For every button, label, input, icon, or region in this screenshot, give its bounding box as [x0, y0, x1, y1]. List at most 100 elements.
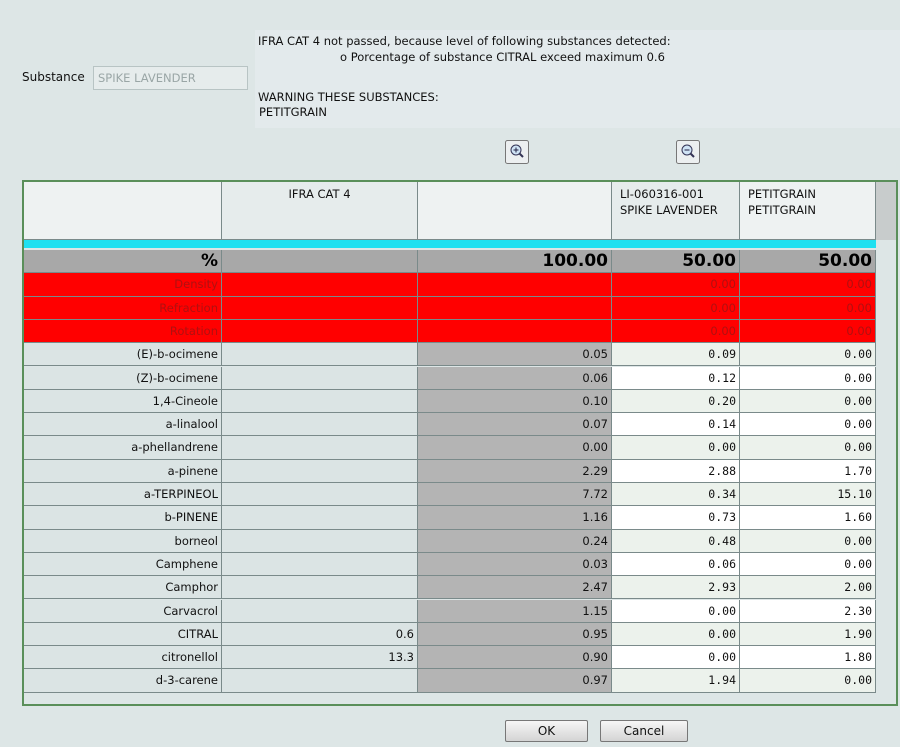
total-name: %: [24, 250, 222, 274]
row-name: (Z)-b-ocimene: [24, 366, 222, 390]
property-cell: [418, 296, 612, 320]
row-cell: [222, 413, 418, 437]
ok-button[interactable]: OK: [505, 720, 588, 742]
header-line: SPIKE LAVENDER: [620, 203, 718, 217]
row-cell: 2.29: [418, 459, 612, 483]
row-cell: 1.94: [612, 669, 740, 693]
row-name: b-PINENE: [24, 506, 222, 530]
row-cell: 2.93: [612, 576, 740, 600]
message-panel: IFRA CAT 4 not passed, because level of …: [255, 30, 900, 128]
row-cell: 2.88: [612, 459, 740, 483]
property-name: Density: [24, 273, 222, 297]
row-cell: 0.00: [612, 436, 740, 460]
header-line: IFRA CAT 4: [288, 187, 351, 201]
row-cell: [222, 552, 418, 577]
row-cell: 2.30: [740, 599, 876, 623]
row-cell: 0.07: [418, 413, 612, 437]
property-cell: 0.00: [740, 296, 876, 320]
row-cell: [222, 459, 418, 483]
row-cell: 0.09: [612, 343, 740, 367]
row-name: Camphor: [24, 576, 222, 600]
row-cell: 0.00: [740, 552, 876, 577]
row-cell: 1.70: [740, 459, 876, 483]
row-cell: 0.34: [612, 483, 740, 507]
row-cell: 0.00: [740, 529, 876, 553]
row-cell: [222, 576, 418, 600]
row-cell: [222, 366, 418, 390]
row-cell: 1.15: [418, 599, 612, 623]
substance-table: IFRA CAT 4 LI-060316-001 SPIKE LAVENDER PET…: [22, 180, 898, 706]
property-cell: [222, 273, 418, 297]
property-name: Rotation: [24, 319, 222, 344]
row-cell: 1.90: [740, 622, 876, 647]
row-cell: 2.00: [740, 576, 876, 600]
substance-input[interactable]: SPIKE LAVENDER: [93, 66, 248, 90]
property-cell: 0.00: [612, 319, 740, 344]
row-cell: 0.95: [418, 622, 612, 647]
row-cell: 1.16: [418, 506, 612, 530]
row-name: borneol: [24, 529, 222, 553]
row-cell: 15.10: [740, 483, 876, 507]
row-cell: 0.12: [612, 366, 740, 390]
row-cell: [222, 669, 418, 693]
header-line: PETITGRAIN: [748, 187, 816, 201]
row-cell: 0.00: [740, 413, 876, 437]
property-cell: 0.00: [740, 273, 876, 297]
total-cell: [222, 250, 418, 274]
message-line: WARNING THESE SUBSTANCES:: [258, 90, 439, 104]
column-header: LI-060316-001 SPIKE LAVENDER: [612, 182, 740, 240]
row-cell: 0.73: [612, 506, 740, 530]
row-name: a-phellandrene: [24, 436, 222, 460]
row-cell: [222, 389, 418, 414]
row-cell: 0.00: [612, 622, 740, 647]
row-cell: 0.00: [740, 366, 876, 390]
property-cell: [222, 319, 418, 344]
row-cell: 0.00: [740, 343, 876, 367]
row-cell: 0.10: [418, 389, 612, 414]
row-cell: 0.97: [418, 669, 612, 693]
row-cell: [222, 599, 418, 623]
row-cell: 0.03: [418, 552, 612, 577]
property-cell: [418, 319, 612, 344]
row-cell: 2.47: [418, 576, 612, 600]
header-line: LI-060316-001: [620, 187, 704, 201]
row-name: d-3-carene: [24, 669, 222, 693]
message-line: IFRA CAT 4 not passed, because level of …: [258, 34, 671, 48]
row-name: (E)-b-ocimene: [24, 343, 222, 367]
row-name: Camphene: [24, 552, 222, 577]
row-cell: 0.00: [740, 389, 876, 414]
property-cell: [222, 296, 418, 320]
column-header: PETITGRAIN PETITGRAIN: [740, 182, 876, 240]
column-header: IFRA CAT 4: [222, 182, 418, 240]
row-cell: 0.00: [612, 599, 740, 623]
row-name: a-TERPINEOL: [24, 483, 222, 507]
cancel-button[interactable]: Cancel: [600, 720, 688, 742]
row-cell: 0.00: [740, 669, 876, 693]
header-stripe: [24, 240, 876, 248]
zoom-out-button[interactable]: [676, 140, 700, 164]
row-name: Carvacrol: [24, 599, 222, 623]
row-cell: 0.06: [612, 552, 740, 577]
row-cell: [222, 483, 418, 507]
row-cell: [222, 506, 418, 530]
row-cell: [222, 436, 418, 460]
row-name: CITRAL: [24, 622, 222, 647]
column-header: [418, 182, 612, 240]
row-cell: 0.90: [418, 646, 612, 670]
property-cell: 0.00: [612, 273, 740, 297]
total-cell: 50.00: [740, 250, 876, 274]
row-cell: 1.80: [740, 646, 876, 670]
row-cell: 0.00: [740, 436, 876, 460]
zoom-in-button[interactable]: [505, 140, 529, 164]
property-cell: 0.00: [612, 296, 740, 320]
property-name: Refraction: [24, 296, 222, 320]
message-line: PETITGRAIN: [259, 105, 327, 119]
row-cell: 0.20: [612, 389, 740, 414]
row-cell: 0.6: [222, 622, 418, 647]
header-line: PETITGRAIN: [748, 203, 816, 217]
row-cell: 0.00: [418, 436, 612, 460]
total-cell: 100.00: [418, 250, 612, 274]
row-cell: [222, 529, 418, 553]
row-cell: 0.48: [612, 529, 740, 553]
